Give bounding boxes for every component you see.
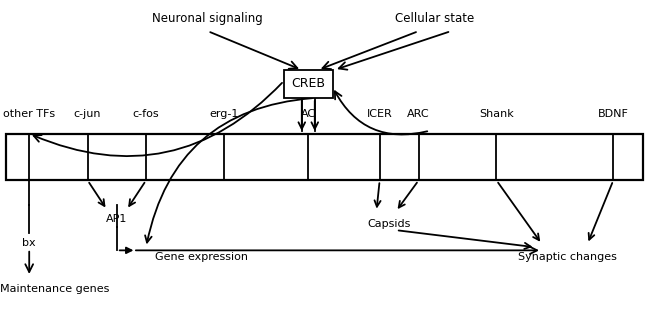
Text: Shank: Shank bbox=[479, 109, 514, 118]
Bar bbox=[284, 70, 332, 98]
Text: Synaptic changes: Synaptic changes bbox=[519, 252, 617, 262]
Text: Gene expression: Gene expression bbox=[154, 252, 248, 262]
Text: c-jun: c-jun bbox=[74, 109, 101, 118]
Text: BDNF: BDNF bbox=[598, 109, 629, 118]
Text: c-fos: c-fos bbox=[132, 109, 160, 118]
Text: AP1: AP1 bbox=[106, 214, 127, 224]
Text: bx: bx bbox=[23, 238, 36, 248]
Text: AC: AC bbox=[300, 109, 316, 118]
Text: CREB: CREB bbox=[291, 77, 325, 91]
Text: ARC: ARC bbox=[408, 109, 430, 118]
Text: Maintenance genes: Maintenance genes bbox=[1, 284, 110, 294]
Text: ICER: ICER bbox=[367, 109, 393, 118]
Text: other TFs: other TFs bbox=[3, 109, 55, 118]
Text: Neuronal signaling: Neuronal signaling bbox=[153, 12, 263, 25]
Text: erg-1: erg-1 bbox=[209, 109, 239, 118]
Text: Cellular state: Cellular state bbox=[395, 12, 474, 25]
Text: Capsids: Capsids bbox=[368, 219, 411, 229]
